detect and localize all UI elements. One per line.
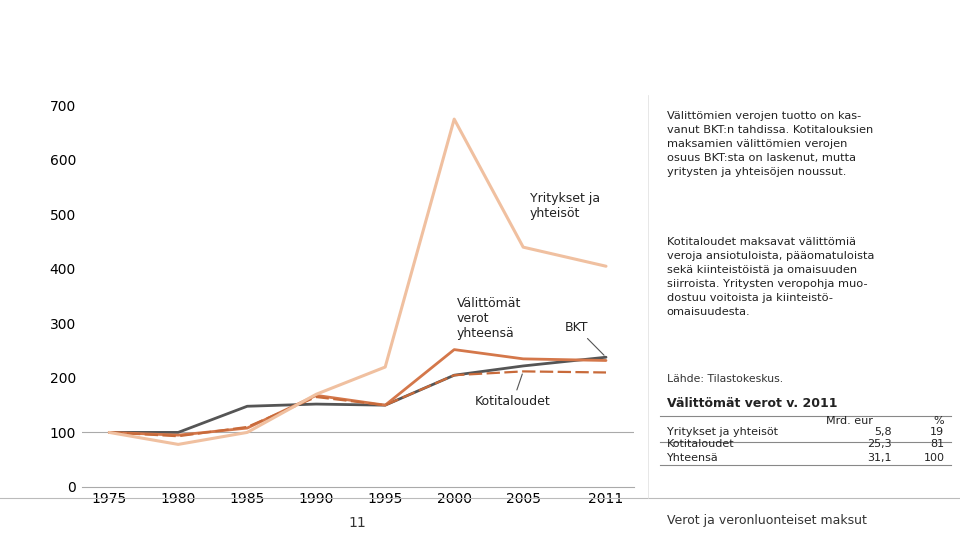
Text: 25,3: 25,3 bbox=[867, 439, 891, 449]
Text: Välittömien verojen kehitys 1975–2011: Välittömien verojen kehitys 1975–2011 bbox=[61, 27, 444, 44]
Text: 5,8: 5,8 bbox=[874, 427, 891, 437]
Text: Kotitaloudet: Kotitaloudet bbox=[666, 439, 734, 449]
Text: BKT: BKT bbox=[564, 321, 604, 355]
Text: 100: 100 bbox=[924, 453, 945, 463]
Text: Lähde: Tilastokeskus.: Lähde: Tilastokeskus. bbox=[666, 374, 782, 385]
Text: Yritykset ja yhteisöt: Yritykset ja yhteisöt bbox=[666, 427, 778, 437]
Text: Välittömät
verot
yhteensä: Välittömät verot yhteensä bbox=[457, 297, 521, 340]
Text: Yhteensä: Yhteensä bbox=[666, 453, 718, 463]
Text: 31,1: 31,1 bbox=[867, 453, 891, 463]
Text: Mrd. eur: Mrd. eur bbox=[826, 417, 873, 426]
Text: 19: 19 bbox=[930, 427, 945, 437]
Text: Välittömien verojen tuotto on kas-
vanut BKT:n tahdissa. Kotitalouksien
maksamie: Välittömien verojen tuotto on kas- vanut… bbox=[666, 111, 873, 177]
Text: Kotitaloudet maksavat välittömiä
veroja ansiotuloista, pääomatuloista
sekä kiint: Kotitaloudet maksavat välittömiä veroja … bbox=[666, 237, 875, 317]
Text: (indeksi, 1975=100): (indeksi, 1975=100) bbox=[61, 67, 226, 81]
Text: Yritykset ja
yhteisöt: Yritykset ja yhteisöt bbox=[530, 192, 600, 220]
Text: 81: 81 bbox=[930, 439, 945, 449]
Text: Verot ja veronluonteiset maksut: Verot ja veronluonteiset maksut bbox=[667, 514, 867, 527]
Text: 11: 11 bbox=[348, 517, 367, 531]
Text: %: % bbox=[934, 417, 945, 426]
Text: Välittömät verot v. 2011: Välittömät verot v. 2011 bbox=[666, 397, 837, 410]
Text: Kotitaloudet: Kotitaloudet bbox=[475, 374, 551, 408]
